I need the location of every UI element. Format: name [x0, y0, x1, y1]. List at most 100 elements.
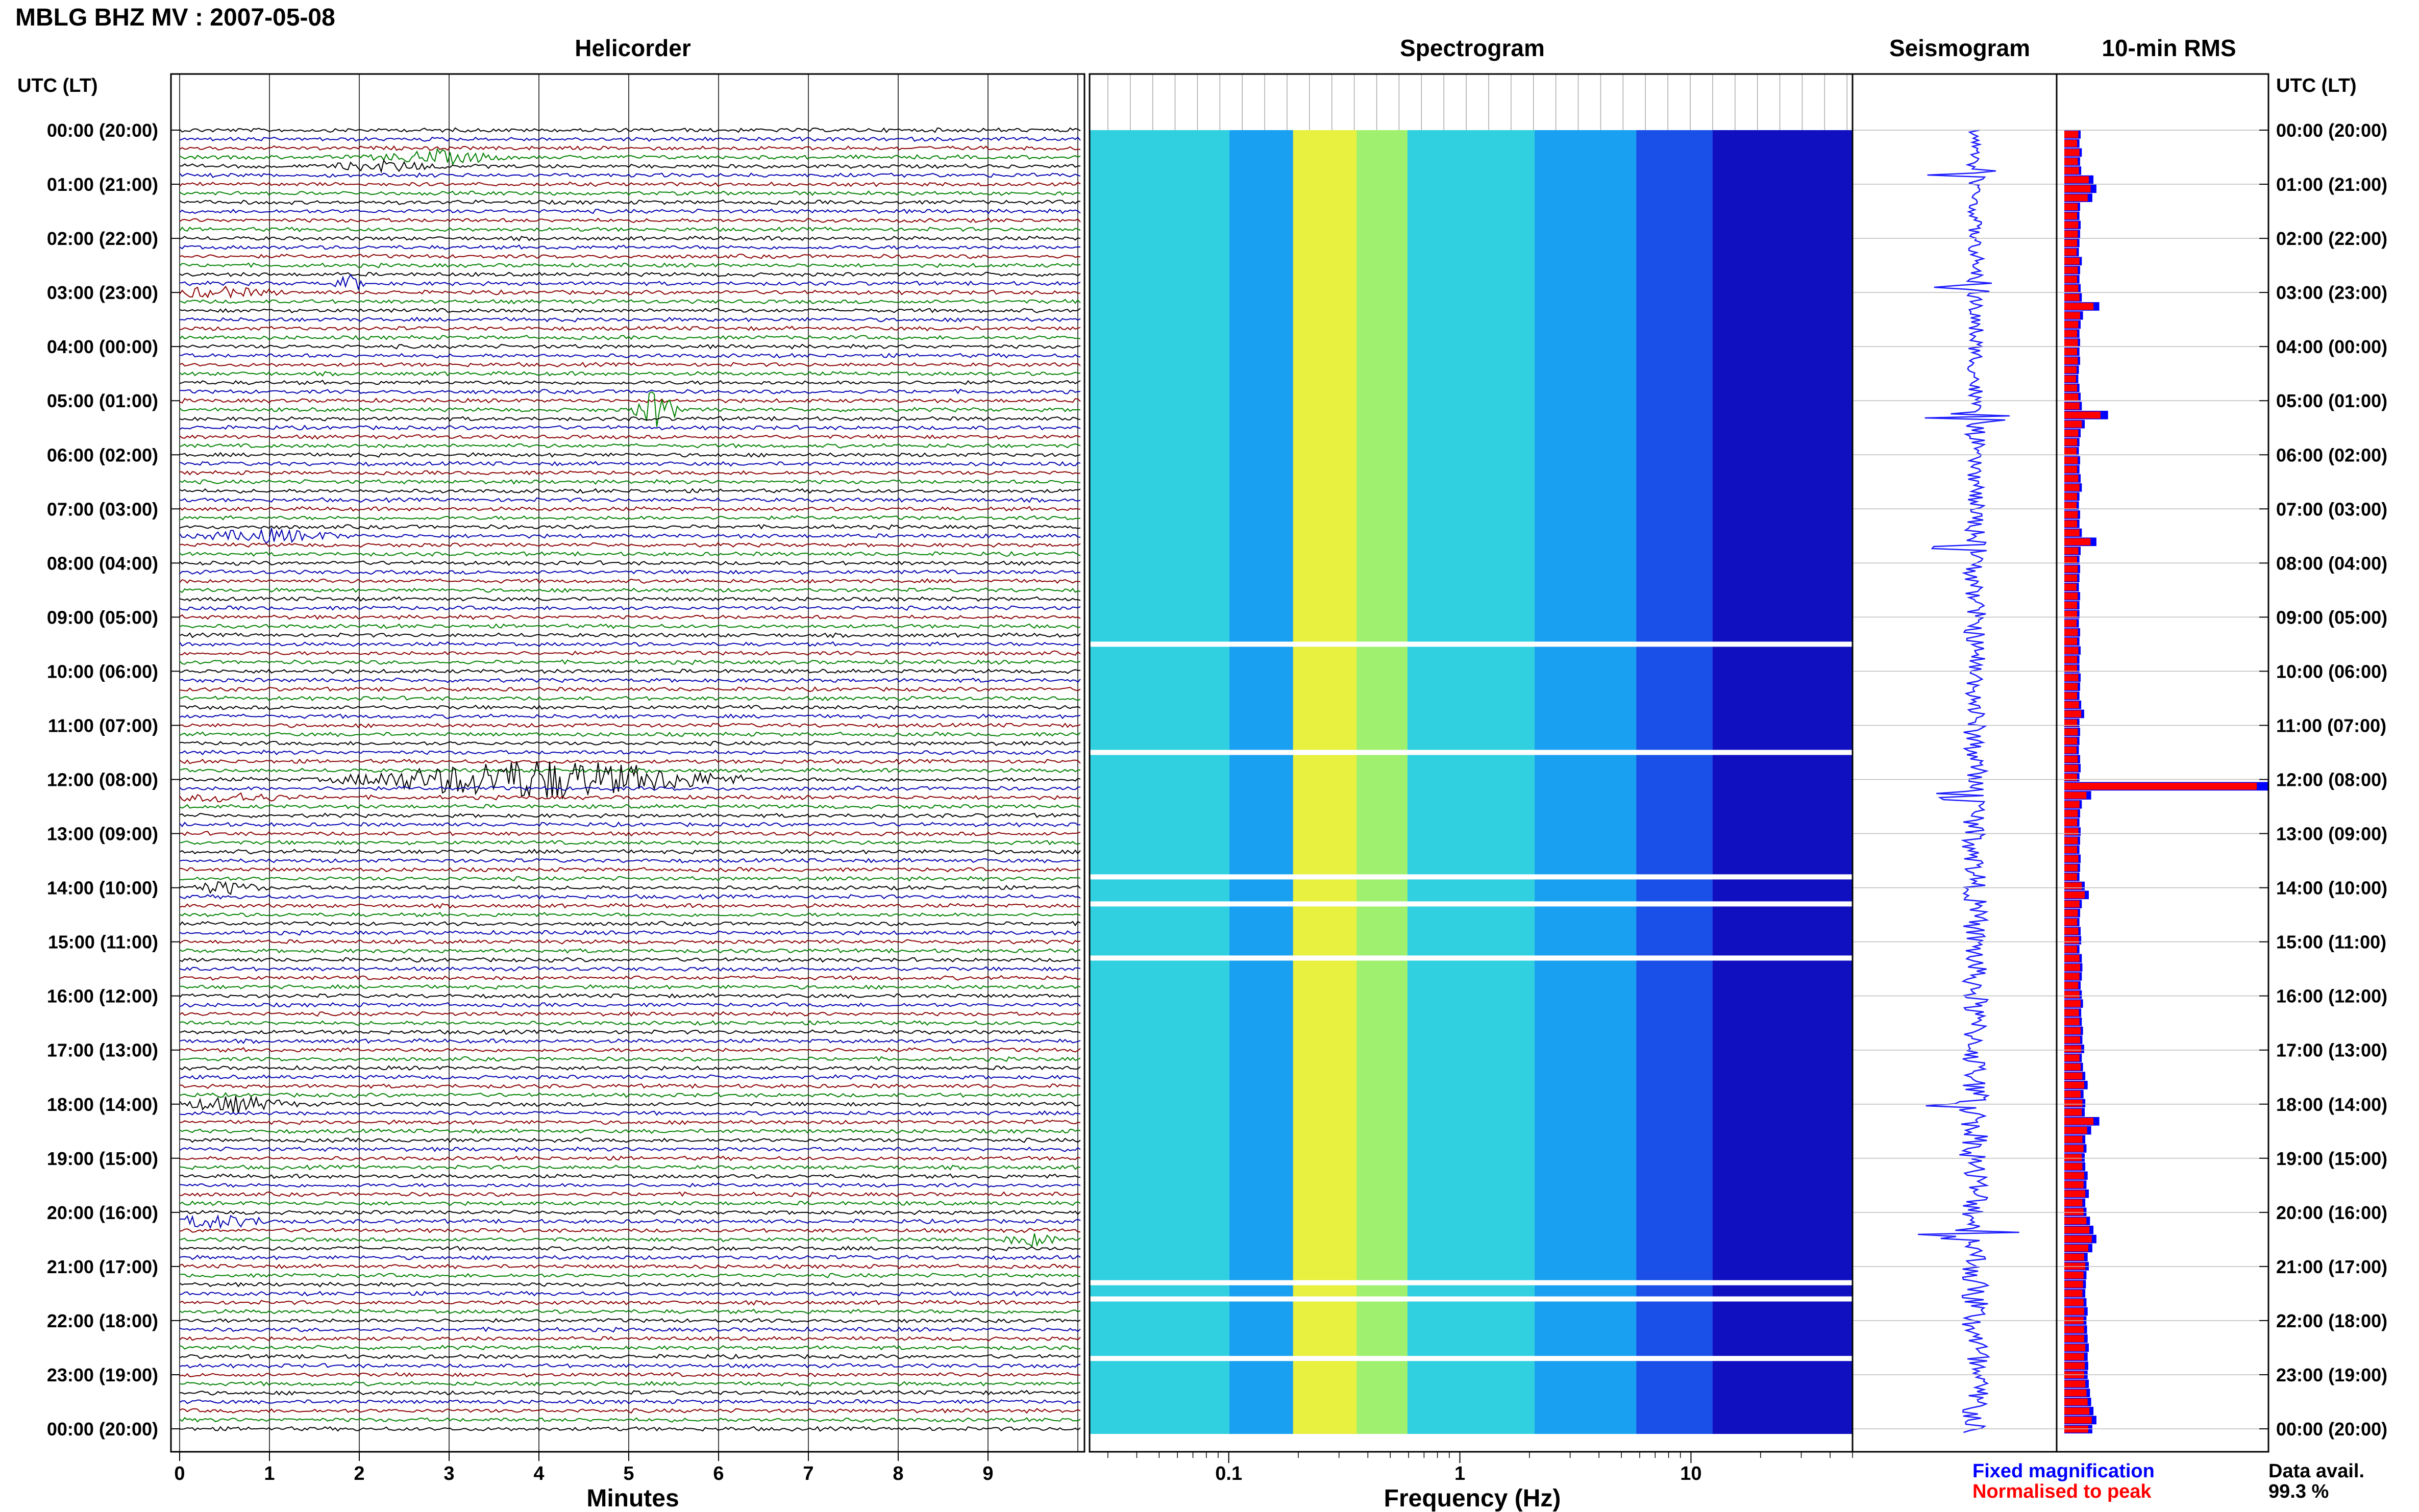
helicorder-trace: [179, 353, 1081, 359]
left-hour-tick-label: 09:00 (05:00): [47, 607, 158, 628]
helicorder-trace: [179, 1254, 1081, 1260]
helicorder-trace: [179, 299, 1081, 305]
right-hour-tick-label: 12:00 (08:00): [2276, 770, 2387, 790]
rms-bar-normalised: [2064, 882, 2082, 889]
left-hour-tick-label: 16:00 (12:00): [47, 986, 158, 1007]
rms-bar-normalised: [2064, 701, 2079, 708]
rms-bar-normalised: [2064, 846, 2078, 853]
helicorder-trace: [179, 1110, 1081, 1116]
rms-bar-normalised: [2064, 420, 2082, 428]
rms-bar-normalised: [2064, 547, 2079, 555]
rms-bar-normalised: [2064, 167, 2079, 175]
rms-bar-normalised: [2064, 692, 2078, 700]
helicorder-trace: [179, 1291, 1081, 1297]
helicorder-x-tick-label: 7: [803, 1463, 813, 1484]
helicorder-trace: [179, 614, 1081, 621]
right-hour-tick-label: 23:00 (19:00): [2276, 1365, 2387, 1385]
helicorder-trace: [179, 425, 1081, 431]
spectrogram-cell: [1254, 130, 1268, 1434]
rms-bar-normalised: [2064, 764, 2079, 772]
rms-bar-normalised: [2064, 221, 2079, 229]
helicorder-trace: [179, 136, 1081, 142]
spectrogram-gap: [1090, 1356, 1853, 1361]
helicorder-trace: [179, 172, 1081, 178]
rms-bar-normalised: [2064, 728, 2078, 736]
helicorder-trace: [179, 1345, 1081, 1351]
spectrogram-cell: [1102, 130, 1116, 1434]
helicorder-trace: [179, 524, 1081, 530]
rms-bar-normalised: [2064, 656, 2078, 663]
spectrogram-image: [1090, 74, 1853, 1434]
helicorder-trace: [179, 758, 1081, 765]
rms-bar-normalised: [2064, 683, 2078, 690]
helicorder-trace: [179, 506, 1081, 512]
rms-bar-normalised: [2064, 909, 2078, 917]
rms-bar-normalised: [2064, 719, 2078, 727]
rms-bar-normalised: [2064, 1290, 2083, 1297]
spectrogram-cell: [1509, 130, 1523, 1434]
rms-bar-normalised: [2064, 230, 2078, 238]
rms-bar-normalised: [2064, 592, 2078, 600]
rms-bar-normalised: [2064, 891, 2085, 899]
helicorder-trace: [179, 415, 1081, 422]
rms-bar-normalised: [2064, 330, 2078, 337]
spectrogram-cell: [1763, 130, 1777, 1434]
right-hour-tick-label: 20:00 (16:00): [2276, 1202, 2387, 1223]
rms-bar-normalised: [2064, 1000, 2081, 1007]
spectrogram-cell: [1395, 130, 1408, 1434]
left-hour-tick-label: 10:00 (06:00): [47, 661, 158, 682]
rms-bar-normalised: [2064, 1226, 2090, 1234]
rms-bar-normalised: [2064, 638, 2078, 645]
rms-bar-normalised: [2064, 1036, 2080, 1044]
right-hour-tick-label: 14:00 (10:00): [2276, 878, 2387, 899]
left-hour-tick-label: 12:00 (08:00): [47, 770, 158, 790]
rms-bar-normalised: [2064, 430, 2079, 437]
spectrogram-cell: [1305, 130, 1319, 1434]
legend-fixed-label: Fixed magnification: [1972, 1460, 2155, 1482]
helicorder-trace: [179, 1119, 1081, 1125]
rms-bar-normalised: [2064, 131, 2079, 138]
rms-bar-normalised: [2064, 982, 2079, 989]
left-hour-tick-label: 13:00 (09:00): [47, 824, 158, 845]
helicorder-trace: [179, 1426, 1081, 1432]
spectrogram-cell: [1649, 130, 1663, 1434]
helicorder-trace: [179, 857, 1080, 864]
helicorder-trace: [179, 1038, 1081, 1044]
rms-bar-normalised: [2064, 1172, 2084, 1179]
rms-bar-normalised: [2064, 266, 2078, 274]
helicorder-trace: [179, 921, 1081, 927]
seismogram-line: [1917, 129, 2019, 1433]
spectrogram-cell: [1369, 130, 1383, 1434]
right-hour-tick-label: 18:00 (14:00): [2276, 1094, 2387, 1115]
helicorder-trace: [179, 740, 1081, 747]
spectrogram-cell: [1738, 130, 1751, 1434]
helicorder-trace: [179, 316, 1081, 323]
rms-bar-normalised: [2064, 774, 2078, 781]
helicorder-trace: [179, 1200, 1081, 1206]
left-hour-tick-label: 06:00 (02:00): [47, 444, 158, 465]
helicorder-trace: [179, 343, 1081, 350]
helicorder-trace: [179, 244, 1081, 250]
rms-bar-normalised: [2064, 1154, 2082, 1161]
data-availability-value: 99.3 %: [2268, 1481, 2329, 1502]
helicorder-trace: [179, 1020, 1081, 1026]
helicorder-trace: [179, 1083, 1081, 1089]
helicorder-trace: [179, 957, 1081, 963]
helicorder-trace: [179, 1399, 1081, 1405]
helicorder-trace: [179, 443, 1081, 449]
rms-bar-normalised: [2064, 239, 2078, 247]
helicorder-trace: [179, 285, 1081, 299]
rms-bar-normalised: [2064, 1253, 2084, 1261]
spectrogram-cell: [1407, 130, 1421, 1434]
rms-bar-normalised: [2064, 285, 2079, 292]
helicorder-trace: [179, 881, 1081, 896]
rms-bar-normalised: [2064, 1108, 2082, 1116]
helicorder-trace: [179, 1095, 1081, 1114]
rms-bar-normalised: [2064, 1417, 2092, 1424]
helicorder-trace: [179, 641, 1080, 647]
rms-bar-normalised: [2064, 529, 2080, 536]
left-hour-tick-label: 20:00 (16:00): [47, 1202, 158, 1223]
rms-title: 10-min RMS: [2102, 35, 2236, 61]
helicorder-trace: [179, 1281, 1081, 1287]
left-hour-tick-label: 14:00 (10:00): [47, 878, 158, 899]
